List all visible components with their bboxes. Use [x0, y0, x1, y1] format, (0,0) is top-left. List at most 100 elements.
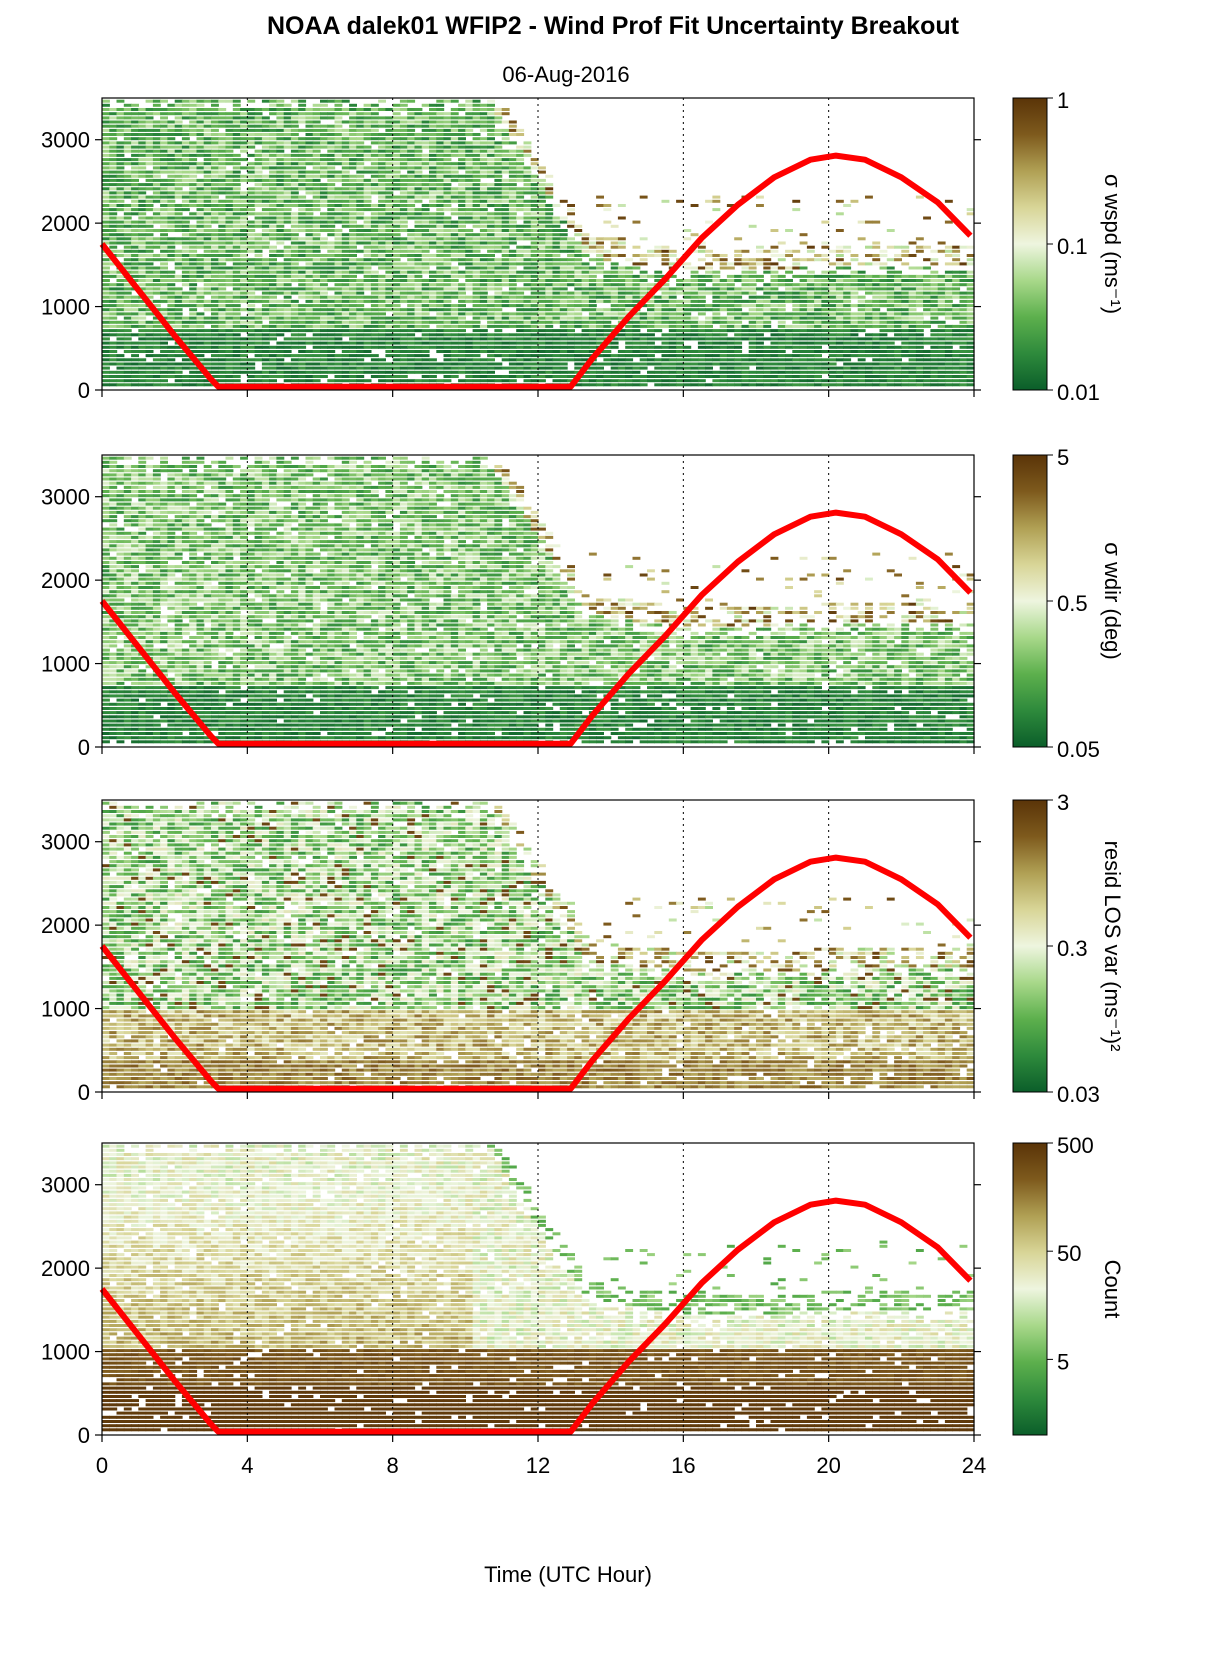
heatmap-cell: [131, 208, 139, 211]
heatmap-cell: [335, 275, 343, 278]
heatmap-cell: [633, 283, 641, 286]
heatmap-cell: [494, 217, 502, 220]
heatmap-cell: [444, 254, 452, 257]
heatmap-cell: [444, 229, 452, 232]
heatmap-cell: [269, 158, 277, 161]
heatmap-cell: [516, 229, 524, 232]
heatmap-cell: [175, 204, 183, 207]
heatmap-cell: [378, 287, 386, 290]
heatmap-cell: [233, 342, 241, 345]
heatmap-cell: [502, 275, 510, 278]
heatmap-cell: [524, 358, 532, 361]
heatmap-cell: [189, 279, 197, 282]
heatmap-cell: [189, 267, 197, 270]
heatmap-cell: [480, 229, 488, 232]
heatmap-cell: [603, 363, 611, 366]
heatmap-cell: [138, 237, 146, 240]
heatmap-cell: [247, 221, 255, 224]
heatmap-cell: [509, 171, 517, 174]
heatmap-cell: [720, 342, 728, 345]
heatmap-cell: [255, 137, 263, 140]
heatmap-cell: [153, 196, 161, 199]
heatmap-cell: [487, 171, 495, 174]
heatmap-cell: [473, 367, 481, 370]
heatmap-cell: [494, 346, 502, 349]
heatmap-cell: [429, 333, 437, 336]
heatmap-cell: [240, 116, 248, 119]
heatmap-cell: [327, 166, 335, 169]
heatmap-cell: [691, 308, 699, 311]
heatmap-cell: [465, 229, 473, 232]
heatmap-cell: [792, 250, 800, 253]
heatmap-cell: [785, 367, 793, 370]
heatmap-cell: [400, 325, 408, 328]
heatmap-cell: [102, 121, 110, 124]
heatmap-cell: [160, 217, 168, 220]
heatmap-cell: [676, 383, 684, 386]
heatmap-cell: [603, 275, 611, 278]
heatmap-cell: [734, 363, 742, 366]
heatmap-cell: [618, 287, 626, 290]
heatmap-cell: [429, 363, 437, 366]
heatmap-cell: [226, 258, 234, 261]
heatmap-cell: [356, 346, 364, 349]
heatmap-cell: [705, 358, 713, 361]
heatmap-cell: [400, 283, 408, 286]
heatmap-cell: [124, 217, 132, 220]
heatmap-cell: [327, 141, 335, 144]
heatmap-cell: [567, 283, 575, 286]
heatmap-cell: [320, 354, 328, 357]
heatmap-cell: [226, 112, 234, 115]
heatmap-cell: [683, 383, 691, 386]
heatmap-cell: [102, 204, 110, 207]
heatmap-cell: [458, 333, 466, 336]
heatmap-cell: [436, 363, 444, 366]
heatmap-cell: [400, 242, 408, 245]
heatmap-cell: [691, 275, 699, 278]
heatmap-cell: [364, 308, 372, 311]
heatmap-cell: [189, 187, 197, 190]
heatmap-cell: [306, 321, 314, 324]
heatmap-cell: [255, 141, 263, 144]
heatmap-cell: [407, 292, 415, 295]
heatmap-cell: [153, 129, 161, 132]
heatmap-cell: [560, 242, 568, 245]
heatmap-cell: [189, 262, 197, 265]
heatmap-cell: [589, 367, 597, 370]
heatmap-cell: [509, 258, 517, 261]
heatmap-cell: [800, 371, 808, 374]
heatmap-cell: [182, 204, 190, 207]
heatmap-cell: [255, 150, 263, 153]
heatmap-cell: [734, 358, 742, 361]
heatmap-cell: [531, 225, 539, 228]
heatmap-cell: [458, 342, 466, 345]
heatmap-cell: [582, 354, 590, 357]
heatmap-cell: [473, 317, 481, 320]
heatmap-cell: [509, 158, 517, 161]
heatmap-cell: [531, 271, 539, 274]
heatmap-cell: [182, 112, 190, 115]
heatmap-cell: [167, 162, 175, 165]
heatmap-cell: [327, 212, 335, 215]
heatmap-cell: [146, 383, 154, 386]
heatmap-cell: [204, 250, 212, 253]
heatmap-cell: [175, 275, 183, 278]
heatmap-cell: [720, 354, 728, 357]
heatmap-cell: [393, 325, 401, 328]
heatmap-cell: [197, 212, 205, 215]
heatmap-cell: [654, 296, 662, 299]
heatmap-cell: [102, 329, 110, 332]
heatmap-cell: [618, 296, 626, 299]
heatmap-cell: [356, 321, 364, 324]
heatmap-cell: [400, 371, 408, 374]
heatmap-cell: [138, 200, 146, 203]
heatmap-cell: [473, 254, 481, 257]
heatmap-cell: [153, 237, 161, 240]
heatmap-cell: [226, 283, 234, 286]
heatmap-cell: [516, 271, 524, 274]
heatmap-cell: [335, 233, 343, 236]
heatmap-cell: [320, 125, 328, 128]
heatmap-cell: [284, 337, 292, 340]
heatmap-cell: [167, 187, 175, 190]
heatmap-cell: [117, 116, 125, 119]
